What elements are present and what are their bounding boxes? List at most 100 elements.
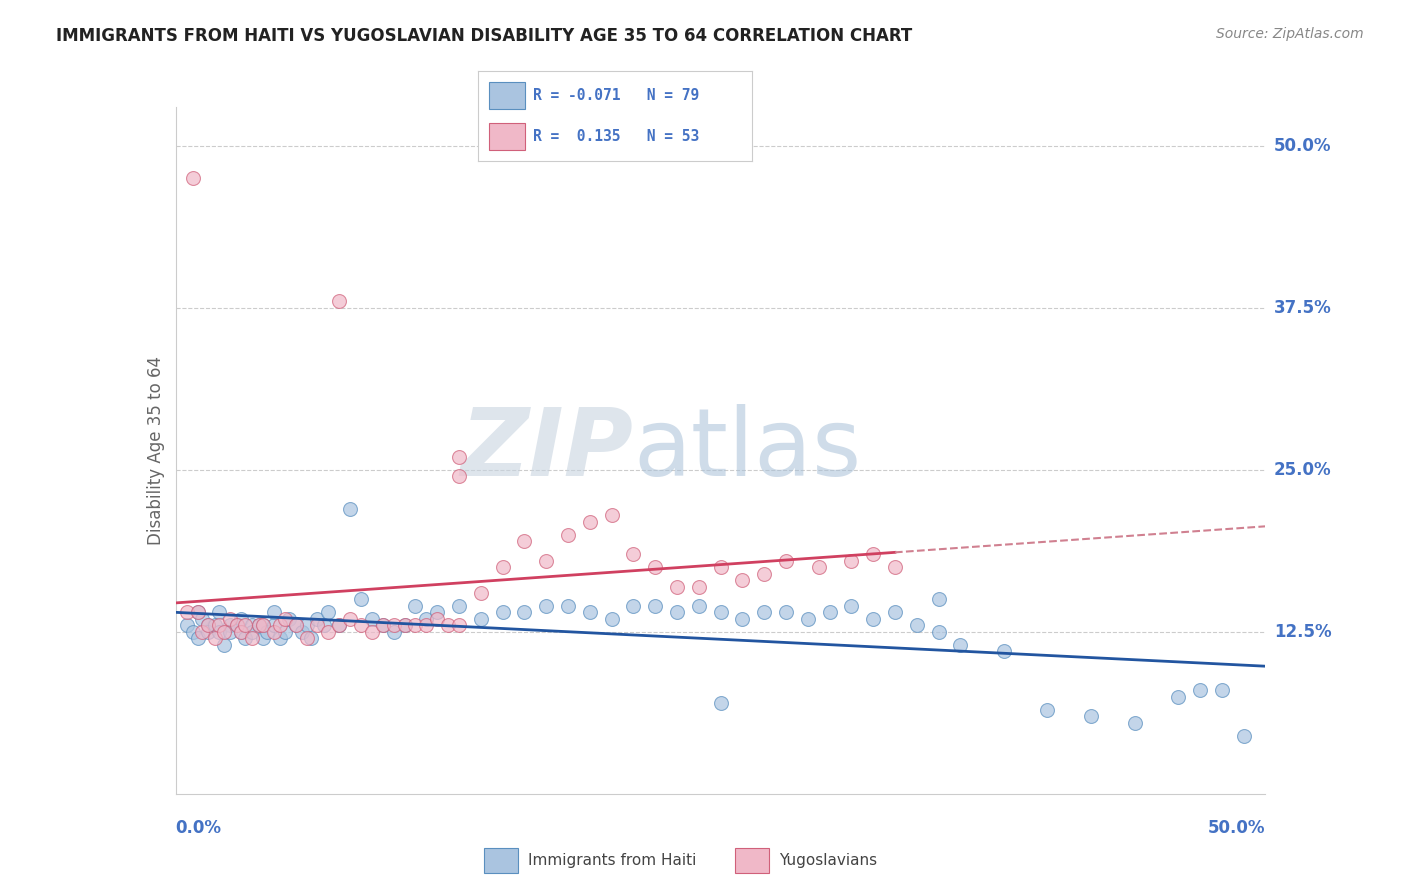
Point <box>426 606 449 620</box>
Text: Immigrants from Haiti: Immigrants from Haiti <box>529 854 696 868</box>
Bar <box>734 848 769 873</box>
Text: ZIP: ZIP <box>461 404 633 497</box>
Bar <box>489 82 524 109</box>
Point <box>447 599 470 613</box>
Point <box>807 560 830 574</box>
Point <box>775 553 797 567</box>
Point <box>415 618 437 632</box>
Point <box>884 606 907 620</box>
Point <box>415 612 437 626</box>
Point <box>621 547 644 561</box>
Point <box>1232 729 1256 743</box>
Point <box>208 606 231 620</box>
Point <box>307 612 329 626</box>
Point <box>405 618 427 632</box>
Point <box>513 606 536 620</box>
Point <box>274 612 297 626</box>
Point <box>470 612 492 626</box>
Point <box>219 618 242 632</box>
Text: R = -0.071   N = 79: R = -0.071 N = 79 <box>533 88 699 103</box>
Point <box>666 606 689 620</box>
Point <box>1036 703 1059 717</box>
Point <box>710 696 733 710</box>
Point <box>862 612 884 626</box>
Point <box>269 632 291 646</box>
Point <box>382 618 405 632</box>
Y-axis label: Disability Age 35 to 64: Disability Age 35 to 64 <box>146 356 165 545</box>
Point <box>204 618 226 632</box>
Point <box>731 612 754 626</box>
Point <box>841 599 863 613</box>
Point <box>235 632 257 646</box>
Point <box>492 606 515 620</box>
Point <box>884 560 907 574</box>
Point <box>710 606 733 620</box>
Point <box>600 612 623 626</box>
Point <box>263 618 285 632</box>
Bar <box>484 848 517 873</box>
Point <box>1211 683 1233 698</box>
Point <box>405 599 427 613</box>
Point <box>426 612 449 626</box>
Point <box>299 632 322 646</box>
Point <box>252 618 274 632</box>
Text: atlas: atlas <box>633 404 862 497</box>
Point <box>371 618 394 632</box>
Point <box>176 618 198 632</box>
Point <box>256 624 278 639</box>
Text: 50.0%: 50.0% <box>1274 136 1331 155</box>
Text: R =  0.135   N = 53: R = 0.135 N = 53 <box>533 129 699 144</box>
Point <box>197 624 219 639</box>
Point <box>247 618 270 632</box>
Point <box>197 618 219 632</box>
Point <box>225 618 247 632</box>
Point <box>186 632 209 646</box>
Point <box>557 599 579 613</box>
Point <box>644 599 666 613</box>
Point <box>905 618 928 632</box>
Point <box>688 599 710 613</box>
Text: 50.0%: 50.0% <box>1208 819 1265 837</box>
Point <box>666 580 689 594</box>
Point <box>208 618 231 632</box>
Point <box>284 618 307 632</box>
Point <box>263 624 285 639</box>
Bar <box>489 123 524 150</box>
Point <box>621 599 644 613</box>
Point <box>350 618 373 632</box>
Point <box>534 599 557 613</box>
Point <box>278 612 301 626</box>
Point <box>197 618 219 632</box>
Point <box>579 606 602 620</box>
Text: 37.5%: 37.5% <box>1274 299 1331 317</box>
Point <box>818 606 841 620</box>
Point <box>492 560 515 574</box>
Point <box>225 618 247 632</box>
Point <box>240 624 263 639</box>
Point <box>212 624 235 639</box>
Point <box>1080 709 1102 723</box>
Point <box>208 624 231 639</box>
Point <box>312 618 335 632</box>
Point <box>796 612 818 626</box>
Point <box>394 618 416 632</box>
Point <box>231 624 253 639</box>
Point <box>252 618 274 632</box>
Point <box>284 618 307 632</box>
Point <box>754 606 776 620</box>
Point <box>176 606 198 620</box>
Point <box>557 527 579 541</box>
Point <box>579 515 602 529</box>
Text: 25.0%: 25.0% <box>1274 461 1331 479</box>
Point <box>360 624 382 639</box>
Point <box>513 534 536 549</box>
Point <box>318 624 340 639</box>
Point <box>360 612 382 626</box>
Point <box>212 638 235 652</box>
Point <box>688 580 710 594</box>
Point <box>263 606 285 620</box>
Text: IMMIGRANTS FROM HAITI VS YUGOSLAVIAN DISABILITY AGE 35 TO 64 CORRELATION CHART: IMMIGRANTS FROM HAITI VS YUGOSLAVIAN DIS… <box>56 27 912 45</box>
Point <box>181 624 204 639</box>
Point <box>1167 690 1189 704</box>
Point <box>447 469 470 483</box>
